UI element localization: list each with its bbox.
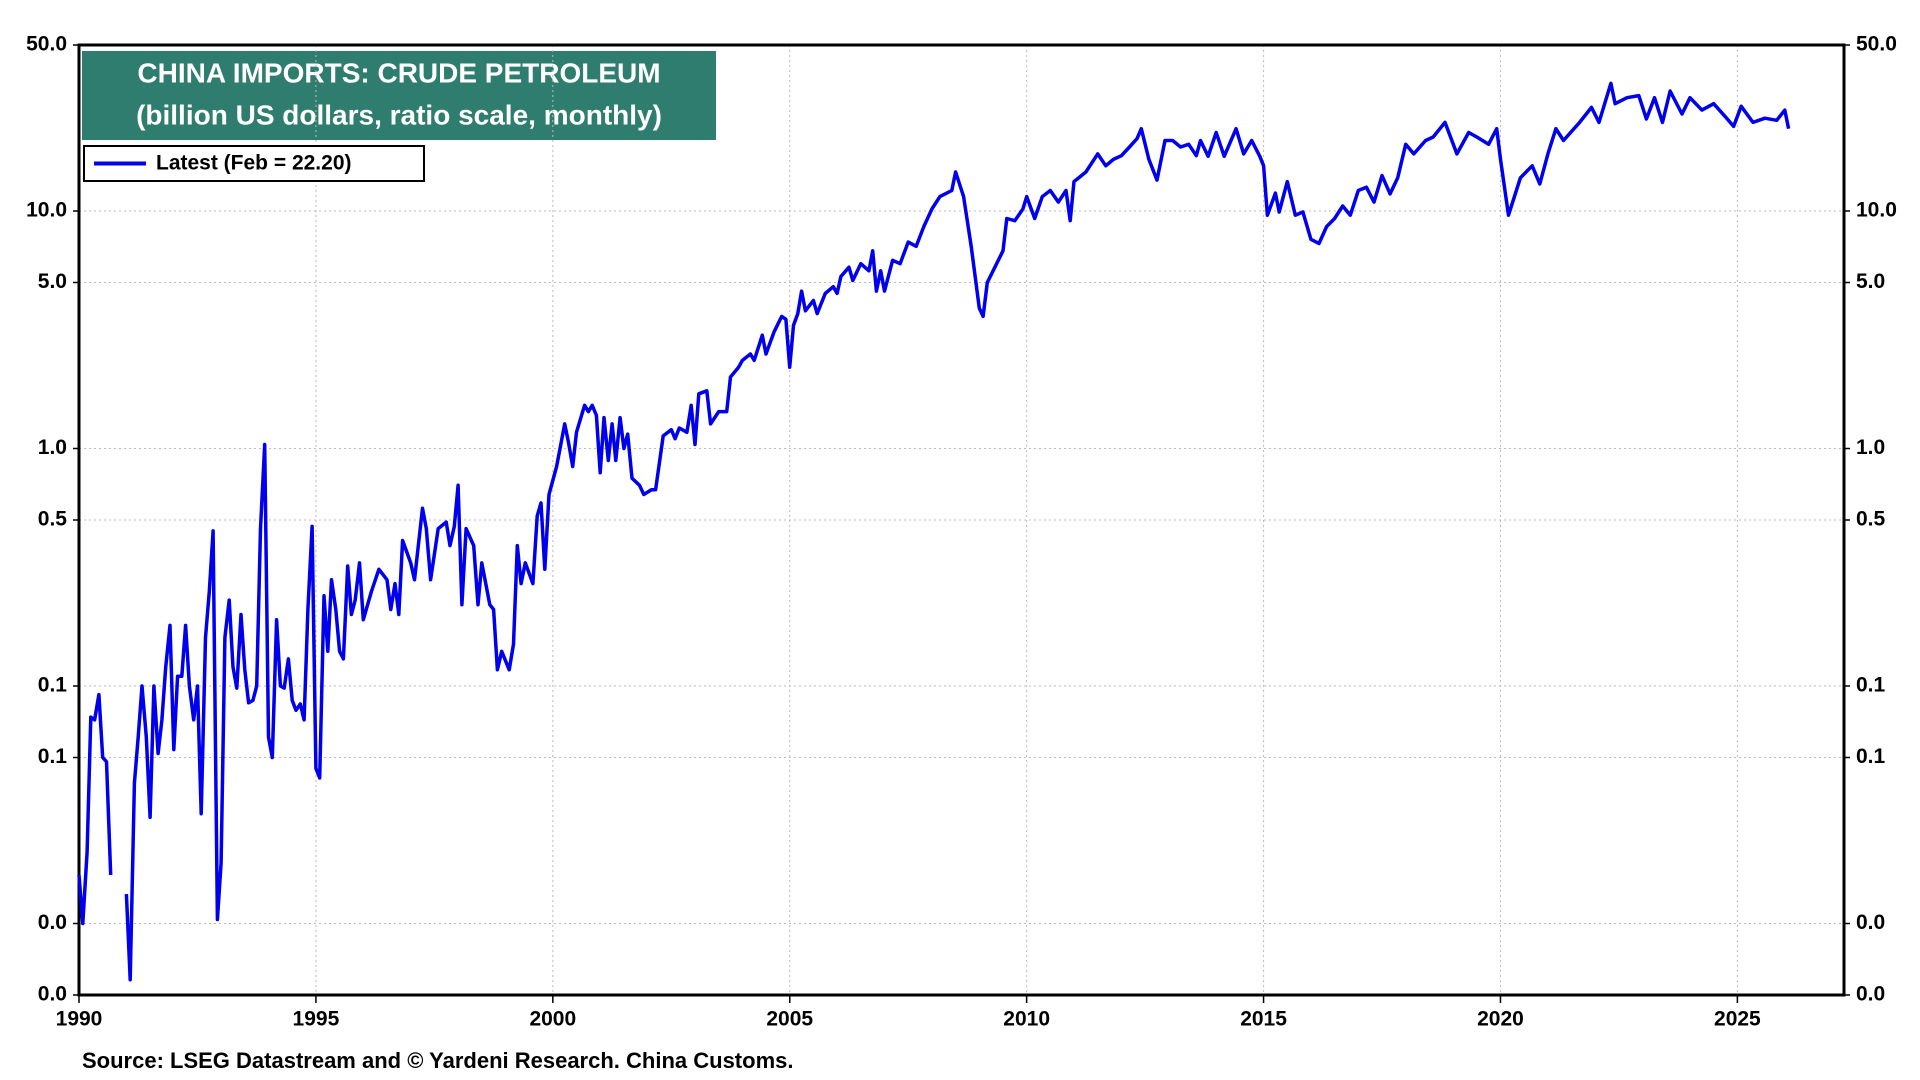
x-tick-label: 2005: [766, 1008, 813, 1031]
y2-tick-label: 0.1: [1856, 674, 1886, 697]
x-tick-label: 2015: [1240, 1008, 1287, 1031]
x-tick-label: 2025: [1714, 1008, 1761, 1031]
y-tick-label: 0.0: [38, 911, 67, 934]
y2-tick-label: 10.0: [1856, 199, 1897, 222]
x-tick-label: 2020: [1477, 1008, 1524, 1031]
title-box: [82, 51, 716, 140]
y-tick-label: 0.1: [38, 674, 68, 697]
y2-tick-label: 0.0: [1856, 911, 1885, 934]
x-tick-label: 2000: [529, 1008, 576, 1031]
source-note: Source: LSEG Datastream and © Yardeni Re…: [82, 1048, 793, 1073]
y2-tick-label: 0.5: [1856, 508, 1886, 531]
y2-tick-label: 0.0: [1856, 983, 1885, 1006]
y-tick-label: 0.0: [38, 983, 67, 1006]
legend-label: Latest (Feb = 22.20): [156, 152, 352, 175]
x-tick-label: 1995: [293, 1008, 340, 1031]
y2-tick-label: 50.0: [1856, 33, 1897, 56]
y-tick-label: 10.0: [26, 199, 67, 222]
y-tick-label: 1.0: [38, 436, 67, 459]
x-tick-label: 1990: [56, 1008, 103, 1031]
x-tick-label: 2010: [1003, 1008, 1050, 1031]
y-tick-label: 50.0: [26, 33, 67, 56]
chart-subtitle: (billion US dollars, ratio scale, monthl…: [136, 99, 662, 130]
y2-tick-label: 1.0: [1856, 436, 1885, 459]
y-tick-label: 0.1: [38, 745, 68, 768]
data-line: [77, 81, 1791, 982]
chart-title: CHINA IMPORTS: CRUDE PETROLEUM: [137, 57, 660, 88]
y2-tick-label: 5.0: [1856, 270, 1885, 293]
y-tick-label: 5.0: [38, 270, 67, 293]
y2-tick-label: 0.1: [1856, 745, 1886, 768]
y-tick-label: 0.5: [38, 508, 68, 531]
plot-frame: [77, 43, 1846, 997]
